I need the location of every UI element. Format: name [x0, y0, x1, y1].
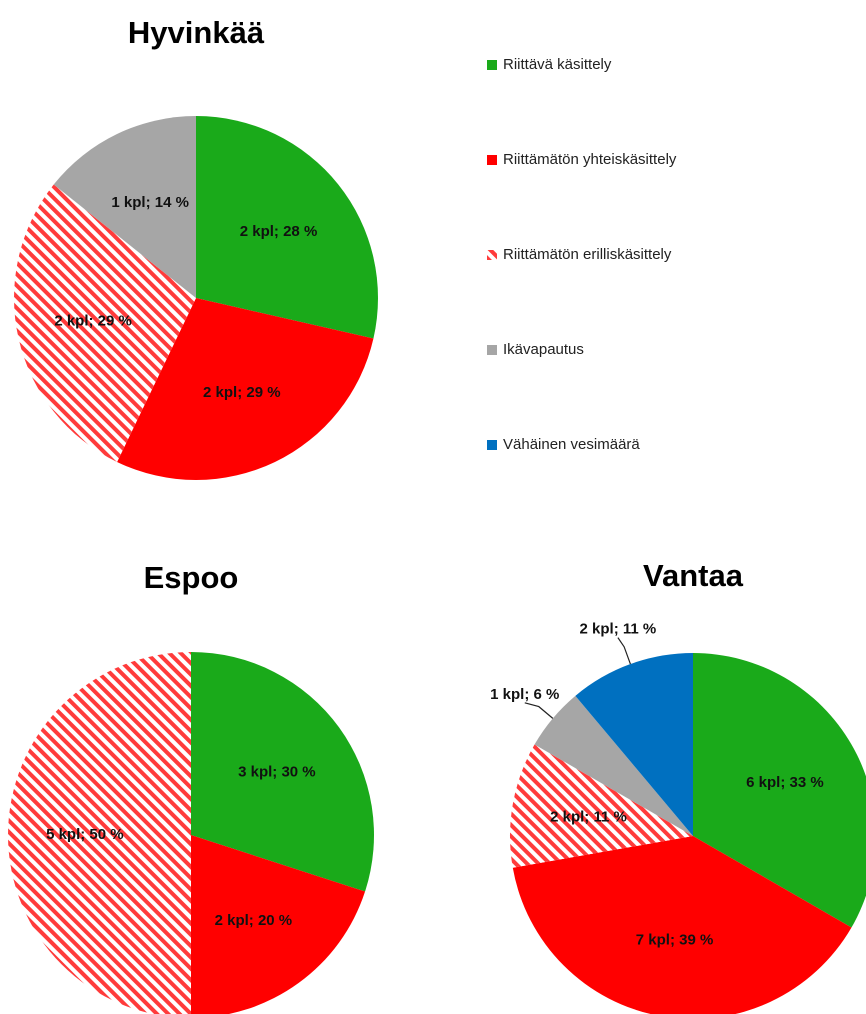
chart-title: Espoo [144, 560, 239, 595]
data-label: 2 kpl; 28 % [240, 223, 318, 240]
pie-slice [693, 653, 866, 928]
pie-slice [13, 184, 197, 462]
leader-line [524, 702, 554, 719]
data-label: 7 kpl; 39 % [636, 931, 714, 948]
pie-slice [191, 835, 366, 1014]
leader-line [617, 637, 631, 665]
data-label: 2 kpl; 29 % [203, 384, 281, 401]
data-label: 1 kpl; 6 % [490, 686, 559, 703]
legend-swatch [487, 250, 497, 260]
legend-label: Vähäinen vesimäärä [503, 436, 640, 453]
data-label: 5 kpl; 50 % [46, 826, 124, 843]
data-label: 2 kpl; 11 % [550, 809, 627, 826]
pie-slice [512, 836, 852, 1014]
legend-swatch [487, 60, 497, 70]
legend-label: Riittävä käsittely [503, 56, 612, 73]
pie-slice [534, 695, 693, 836]
legend-swatch [487, 155, 497, 165]
legend-label: Riittämätön yhteiskäsittely [503, 151, 677, 168]
pie-slice [196, 116, 378, 339]
data-label: 2 kpl; 29 % [54, 312, 132, 329]
data-label: 2 kpl; 11 % [580, 621, 657, 638]
data-label: 1 kpl; 14 % [111, 194, 189, 211]
pie-slice [8, 652, 191, 1014]
pie-slice [117, 298, 374, 480]
data-label: 2 kpl; 20 % [215, 912, 293, 929]
legend-label: Ikävapautus [503, 341, 584, 358]
pie-slice [191, 652, 374, 892]
pie-slice [53, 116, 197, 298]
pie-slice [509, 744, 693, 868]
chart-title: Hyvinkää [128, 15, 265, 50]
data-label: 6 kpl; 33 % [746, 774, 824, 791]
legend-swatch [487, 440, 497, 450]
data-label: 3 kpl; 30 % [238, 764, 316, 781]
pie-slice [575, 653, 693, 836]
chart-title: Vantaa [643, 558, 744, 593]
legend-label: Riittämätön erilliskäsittely [503, 246, 672, 263]
legend-swatch [487, 345, 497, 355]
